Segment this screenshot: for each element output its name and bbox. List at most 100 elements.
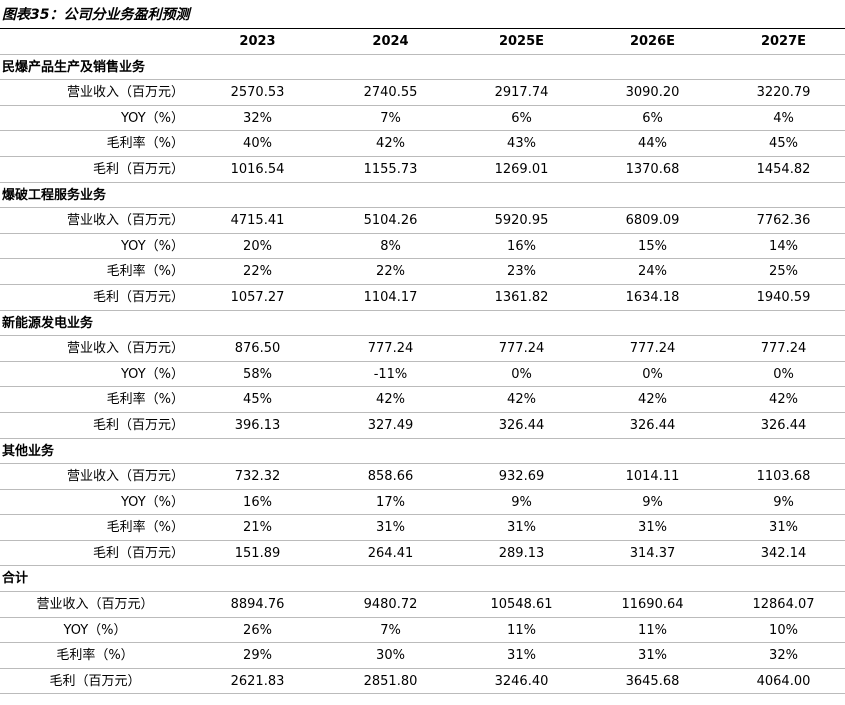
cell-value: 1269.01 (494, 161, 549, 177)
row-label: 营业收入（百万元） (36, 597, 154, 613)
cell-value: 5104.26 (363, 213, 418, 229)
section-row: 民爆产品生产及销售业务 (0, 55, 845, 81)
section-title: 爆破工程服务业务 (2, 187, 107, 203)
cell-value: 7% (380, 110, 401, 126)
cell-value: 932.69 (498, 469, 545, 485)
cell-value: 6% (511, 110, 532, 126)
cell-value: 6809.09 (625, 213, 680, 229)
data-row: 毛利率（%） 21% 31% 31% 31% 31% (0, 515, 845, 541)
data-row: YOY（%） 32% 7% 6% 6% 4% (0, 106, 845, 132)
row-label: 毛利率（%） (106, 264, 184, 280)
cell-value: 876.50 (234, 341, 281, 357)
cell-value: 44% (638, 136, 667, 152)
row-label: YOY（%） (120, 110, 184, 126)
cell-value: 2740.55 (363, 85, 418, 101)
cell-value: 7762.36 (756, 213, 811, 229)
cell-value: 32% (769, 648, 798, 664)
cell-value: 9% (642, 494, 663, 510)
row-label: 毛利（百万元） (92, 417, 184, 433)
header-row: 2023 2024 2025E 2026E 2027E (0, 29, 845, 55)
cell-value: 1940.59 (756, 289, 811, 305)
cell-value: 15% (638, 238, 667, 254)
cell-value: 2621.83 (230, 673, 285, 689)
data-row: 毛利率（%） 29% 30% 31% 31% 32% (0, 643, 845, 669)
cell-value: 31% (507, 648, 536, 664)
column-header: 2025E (498, 34, 545, 49)
cell-value: 396.13 (234, 417, 281, 433)
cell-value: 0% (642, 366, 663, 382)
cell-value: 326.44 (498, 417, 545, 433)
cell-value: 7% (380, 622, 401, 638)
cell-value: 1370.68 (625, 161, 680, 177)
row-label: 毛利率（%） (56, 648, 134, 664)
cell-value: 42% (769, 392, 798, 408)
cell-value: 45% (243, 392, 272, 408)
cell-value: 1155.73 (363, 161, 418, 177)
cell-value: 1014.11 (625, 469, 680, 485)
row-label: 毛利率（%） (106, 136, 184, 152)
cell-value: 1016.54 (230, 161, 285, 177)
cell-value: 42% (507, 392, 536, 408)
cell-value: 326.44 (760, 417, 807, 433)
cell-value: 58% (243, 366, 272, 382)
cell-value: 11690.64 (621, 597, 684, 613)
data-row: 毛利率（%） 45% 42% 42% 42% 42% (0, 387, 845, 413)
cell-value: 42% (638, 392, 667, 408)
cell-value: 31% (769, 520, 798, 536)
data-row: YOY（%） 26% 7% 11% 11% 10% (0, 618, 845, 644)
cell-value: 31% (638, 648, 667, 664)
data-row: 营业收入（百万元） 2570.53 2740.55 2917.74 3090.20 322… (0, 80, 845, 106)
cell-value: 342.14 (760, 545, 807, 561)
cell-value: 21% (243, 520, 272, 536)
cell-value: 45% (769, 136, 798, 152)
cell-value: 8% (380, 238, 401, 254)
cell-value: 777.24 (760, 341, 807, 357)
section-row: 新能源发电业务 (0, 311, 845, 337)
cell-value: 3090.20 (625, 85, 680, 101)
row-label: 营业收入（百万元） (66, 85, 184, 101)
column-header: 2023 (239, 34, 276, 49)
cell-value: 289.13 (498, 545, 545, 561)
row-label: YOY（%） (63, 622, 127, 638)
data-row: 毛利（百万元） 151.89 264.41 289.13 314.37 342.14 (0, 541, 845, 567)
cell-value: 9% (773, 494, 794, 510)
cell-value: 42% (376, 392, 405, 408)
cell-value: 8894.76 (230, 597, 285, 613)
cell-value: 1103.68 (756, 469, 811, 485)
cell-value: 4715.41 (230, 213, 285, 229)
cell-value: 3246.40 (494, 673, 549, 689)
cell-value: 42% (376, 136, 405, 152)
cell-value: 31% (376, 520, 405, 536)
data-row: 营业收入（百万元） 8894.76 9480.72 10548.61 11690.64 1… (0, 592, 845, 618)
column-header: 2024 (372, 34, 409, 49)
cell-value: 4064.00 (756, 673, 811, 689)
cell-value: 2570.53 (230, 85, 285, 101)
cell-value: 1361.82 (494, 289, 549, 305)
data-row: 营业收入（百万元） 732.32 858.66 932.69 1014.11 1103.6… (0, 464, 845, 490)
cell-value: 24% (638, 264, 667, 280)
table: 2023 2024 2025E 2026E 2027E 民爆产品生产及销售业务 营业收入（百… (0, 29, 845, 695)
data-row: 营业收入（百万元） 876.50 777.24 777.24 777.24 777.24 (0, 336, 845, 362)
section-title: 其他业务 (2, 443, 55, 459)
cell-value: 858.66 (367, 469, 414, 485)
cell-value: -11% (373, 366, 408, 382)
cell-value: 11% (638, 622, 667, 638)
section-row: 合计 (0, 566, 845, 593)
cell-value: 326.44 (629, 417, 676, 433)
section-title: 新能源发电业务 (2, 315, 94, 331)
row-label: 营业收入（百万元） (66, 469, 184, 485)
data-row: 毛利率（%） 22% 22% 23% 24% 25% (0, 259, 845, 285)
cell-value: 11% (507, 622, 536, 638)
cell-value: 777.24 (498, 341, 545, 357)
data-row: YOY（%） 20% 8% 16% 15% 14% (0, 234, 845, 260)
cell-value: 5920.95 (494, 213, 549, 229)
cell-value: 6% (642, 110, 663, 126)
cell-value: 31% (638, 520, 667, 536)
row-label: 毛利（百万元） (92, 545, 184, 561)
cell-value: 12864.07 (752, 597, 815, 613)
cell-value: 22% (376, 264, 405, 280)
cell-value: 29% (243, 648, 272, 664)
row-label: 毛利（百万元） (49, 673, 141, 689)
data-row: 毛利（百万元） 396.13 327.49 326.44 326.44 326.44 (0, 413, 845, 439)
row-label: 毛利率（%） (106, 520, 184, 536)
